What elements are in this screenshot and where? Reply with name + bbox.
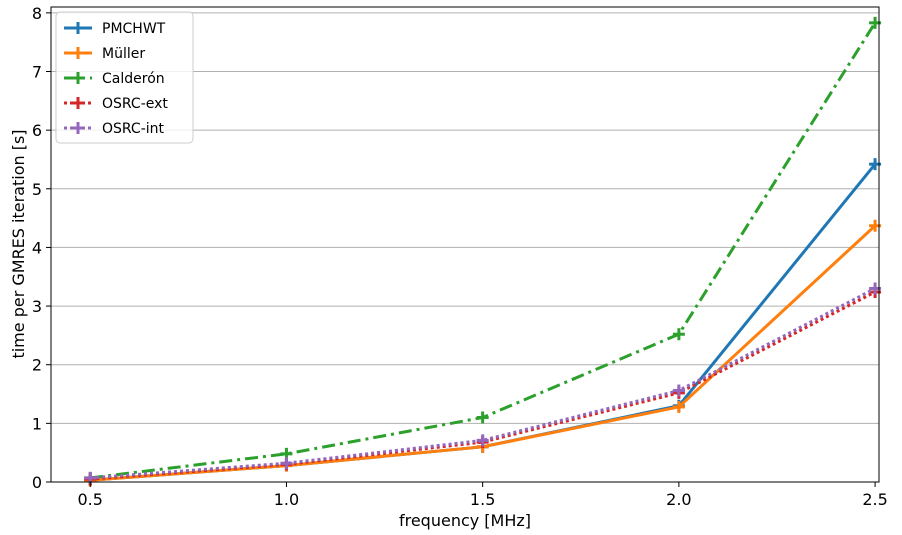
x-tick-label: 1.0	[274, 490, 299, 509]
data-point-marker	[476, 411, 489, 424]
y-tick-label: 8	[32, 4, 42, 23]
legend: PMCHWT Müller Calderón OSRC-ext OSRC-int	[55, 11, 194, 144]
legend-label: PMCHWT	[102, 21, 166, 37]
data-point-marker	[476, 434, 489, 447]
legend-label: Calderón	[102, 71, 165, 87]
x-tick-label: 2.0	[666, 490, 691, 509]
data-point-marker	[672, 328, 685, 341]
y-tick-label: 3	[32, 297, 42, 316]
series-line-2	[90, 22, 877, 480]
x-tick-label: 1.5	[470, 490, 495, 509]
plot-frame	[50, 6, 880, 483]
data-point-marker	[280, 457, 293, 470]
y-tick-label: 0	[32, 473, 42, 492]
y-tick-label: 1	[32, 414, 42, 433]
axes	[50, 6, 880, 483]
legend-entry: OSRC-int	[64, 121, 165, 137]
data-point-marker	[672, 384, 685, 397]
legend-entry: Müller	[64, 46, 145, 62]
y-axis-label: time per GMRES iteration [s]	[9, 129, 28, 358]
data-point-marker	[672, 400, 685, 413]
y-tick-label: 4	[32, 238, 42, 257]
legend-entry: PMCHWT	[64, 21, 166, 37]
y-tick-label: 5	[32, 180, 42, 199]
legend-label: OSRC-ext	[102, 96, 168, 112]
x-axis-label: frequency [MHz]	[399, 511, 531, 530]
legend-box	[55, 11, 194, 144]
x-ticks: 0.5 1.0 1.5 2.0 2.5	[78, 482, 888, 509]
x-tick-label: 2.5	[862, 490, 887, 509]
y-tick-label: 6	[32, 121, 42, 140]
legend-label: Müller	[102, 46, 145, 62]
legend-entry: Calderón	[64, 71, 165, 87]
legend-entry: OSRC-ext	[64, 96, 168, 112]
y-tick-label: 2	[32, 356, 42, 375]
y-tick-label: 7	[32, 63, 42, 82]
legend-label: OSRC-int	[102, 121, 165, 137]
series-lines	[84, 16, 882, 487]
x-tick-label: 0.5	[78, 490, 103, 509]
y-ticks: 0 1 2 3 4 5 6 7 8	[32, 4, 51, 492]
